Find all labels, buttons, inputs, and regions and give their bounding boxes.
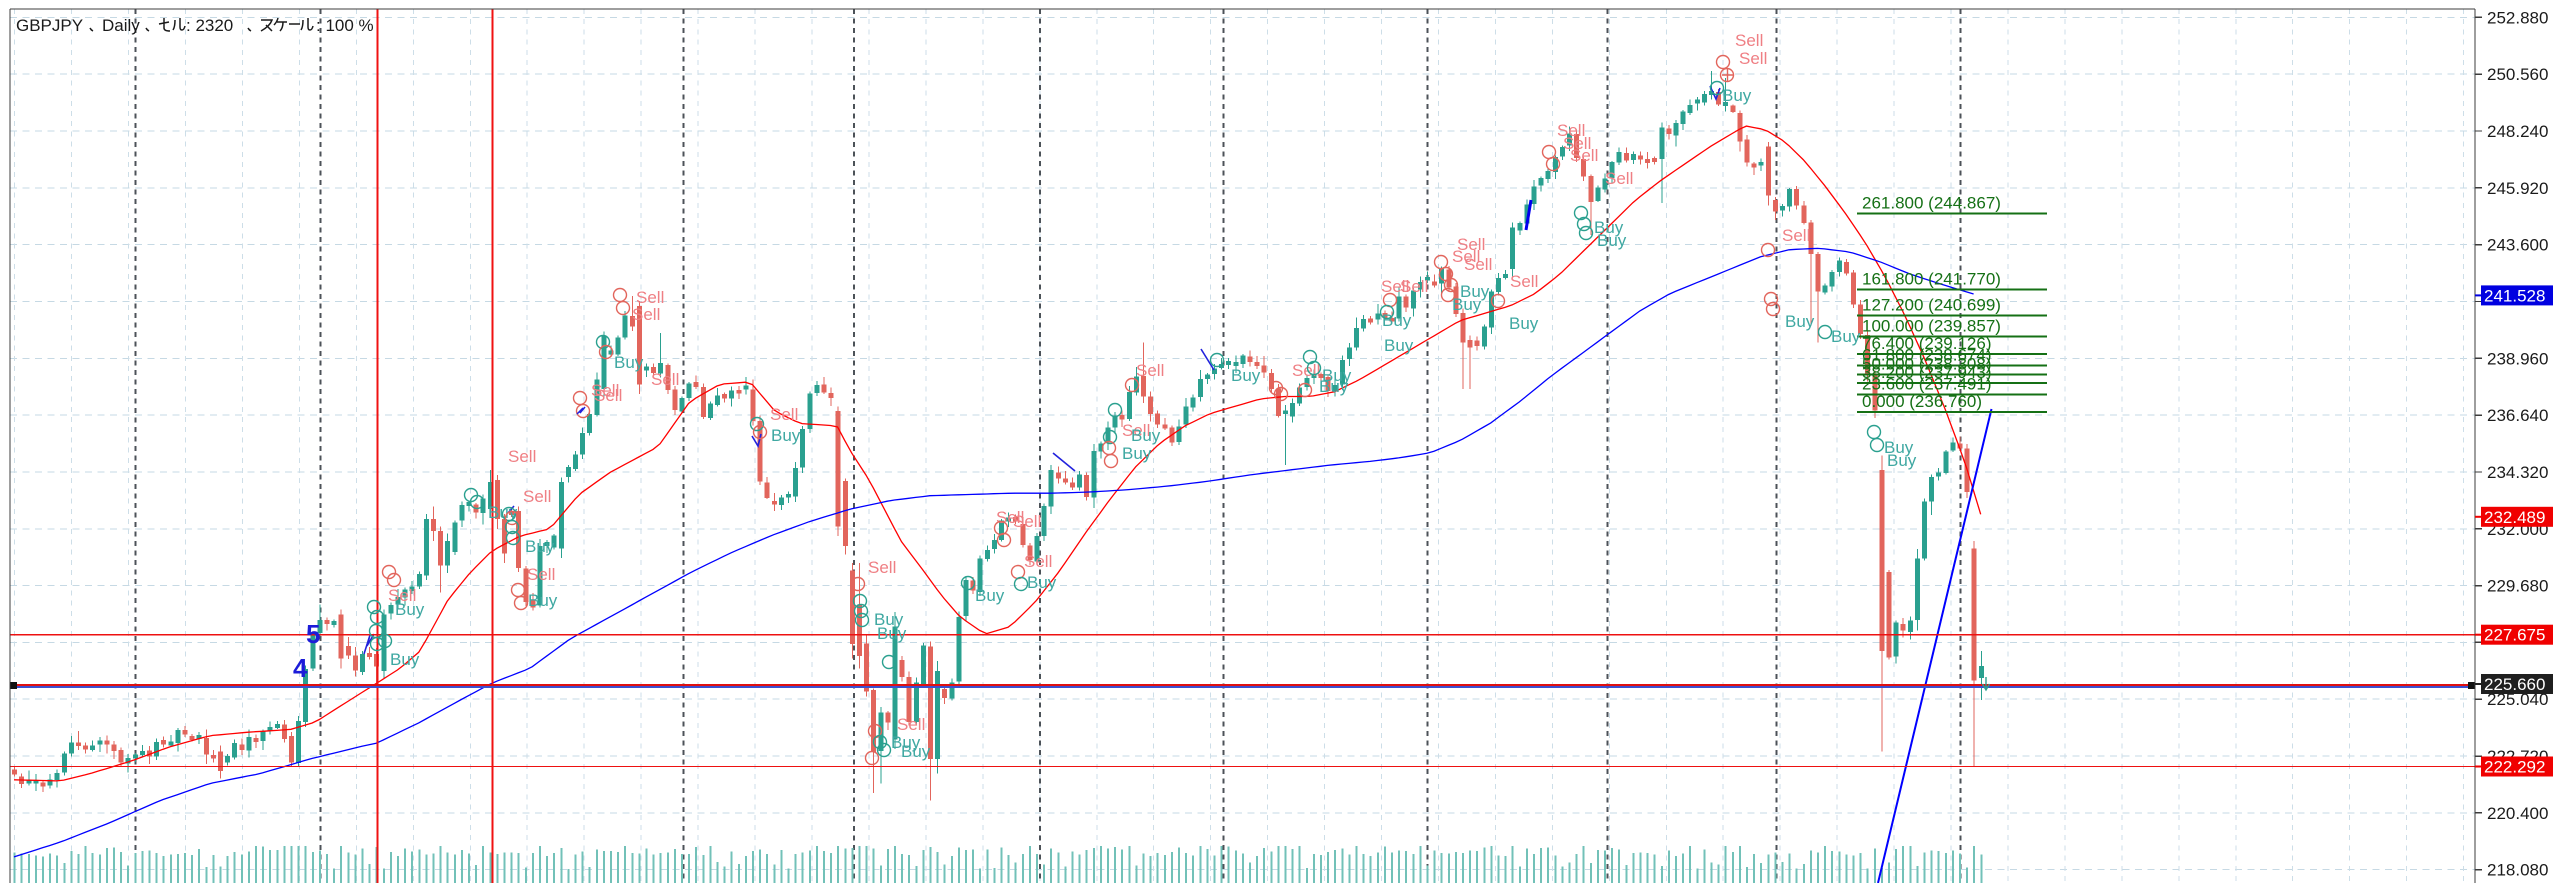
- svg-text:Sell: Sell: [1381, 277, 1409, 296]
- svg-text:Sell: Sell: [770, 405, 798, 424]
- svg-text:Sell: Sell: [1136, 361, 1164, 380]
- svg-text:Buy: Buy: [1319, 377, 1349, 396]
- svg-text:Sell: Sell: [636, 288, 664, 307]
- svg-text:261.800 (244.867): 261.800 (244.867): [1862, 194, 2001, 213]
- svg-text:0.000 (236.760): 0.000 (236.760): [1862, 392, 1982, 411]
- svg-text:220.400: 220.400: [2487, 804, 2548, 823]
- svg-text:Buy: Buy: [874, 610, 904, 629]
- svg-text:Sell: Sell: [1292, 361, 1320, 380]
- svg-text:23.600 (237.491): 23.600 (237.491): [1862, 374, 1992, 393]
- svg-text:Sell: Sell: [594, 386, 622, 405]
- svg-text:Buy: Buy: [975, 586, 1005, 605]
- svg-text:Buy: Buy: [1131, 426, 1161, 445]
- svg-text:Daily: Daily: [102, 16, 140, 35]
- svg-text:Buy: Buy: [1594, 218, 1624, 237]
- svg-text:: 2320: : 2320: [186, 16, 233, 35]
- svg-text:232.489: 232.489: [2484, 508, 2545, 527]
- svg-text:Sell: Sell: [868, 558, 896, 577]
- svg-text:GBPJPY: GBPJPY: [16, 16, 83, 35]
- svg-text:4: 4: [293, 653, 308, 683]
- svg-text:Sell: Sell: [1457, 235, 1485, 254]
- svg-text:Buy: Buy: [1027, 573, 1057, 592]
- svg-text:Buy: Buy: [395, 600, 425, 619]
- svg-text:Buy: Buy: [614, 353, 644, 372]
- svg-text:Buy: Buy: [1597, 231, 1627, 250]
- svg-text:61.800 (238.674): 61.800 (238.674): [1862, 345, 1992, 364]
- svg-text:Buy: Buy: [390, 650, 420, 669]
- svg-text:Sell: Sell: [1557, 121, 1585, 140]
- svg-text:Sell: Sell: [1570, 146, 1598, 165]
- svg-text:Buy: Buy: [1887, 451, 1917, 470]
- svg-text:Buy: Buy: [1884, 438, 1914, 457]
- svg-text:241.528: 241.528: [2484, 286, 2545, 305]
- svg-text:Sell: Sell: [651, 370, 679, 389]
- svg-text:Sell: Sell: [1024, 552, 1052, 571]
- svg-text:Buy: Buy: [901, 742, 931, 761]
- svg-text:Buy: Buy: [1382, 311, 1412, 330]
- svg-text:Buy: Buy: [1231, 366, 1261, 385]
- svg-text:Buy: Buy: [1722, 86, 1752, 105]
- svg-text:245.920: 245.920: [2487, 179, 2548, 198]
- svg-text:Sell: Sell: [523, 487, 551, 506]
- svg-text:Sell: Sell: [1735, 31, 1763, 50]
- svg-text:225.040: 225.040: [2487, 690, 2548, 709]
- svg-text:Buy: Buy: [528, 591, 558, 610]
- svg-text:229.680: 229.680: [2487, 577, 2548, 596]
- svg-text:5: 5: [306, 619, 320, 649]
- svg-text:Sell: Sell: [1464, 255, 1492, 274]
- svg-text:218.080: 218.080: [2487, 861, 2548, 880]
- svg-text:50.000 (238.308): 50.000 (238.308): [1862, 354, 1992, 373]
- svg-text:Sell: Sell: [1452, 247, 1480, 266]
- svg-text:Buy: Buy: [1322, 366, 1352, 385]
- svg-text:Sell: Sell: [508, 447, 536, 466]
- svg-text:236.640: 236.640: [2487, 406, 2548, 425]
- svg-text:Buy: Buy: [1785, 312, 1815, 331]
- svg-text:225.660: 225.660: [2484, 675, 2545, 694]
- svg-text:243.600: 243.600: [2487, 236, 2548, 255]
- svg-text:222.292: 222.292: [2484, 758, 2545, 777]
- svg-text:Sell: Sell: [1563, 134, 1591, 153]
- svg-text:100.000 (239.857): 100.000 (239.857): [1862, 316, 2001, 335]
- svg-text:Sell: Sell: [388, 586, 416, 605]
- svg-text:76.400 (239.126): 76.400 (239.126): [1862, 334, 1992, 353]
- svg-text:Buy: Buy: [1460, 282, 1490, 301]
- svg-text:Sell: Sell: [1013, 512, 1041, 531]
- svg-text:Sell: Sell: [632, 305, 660, 324]
- svg-text:238.960: 238.960: [2487, 349, 2548, 368]
- svg-text:38.200 (237.943): 38.200 (237.943): [1862, 363, 1992, 382]
- svg-text:Sell: Sell: [527, 565, 555, 584]
- svg-text:252.880: 252.880: [2487, 8, 2548, 27]
- svg-text:161.800 (241.770): 161.800 (241.770): [1862, 270, 2001, 289]
- svg-text:: 100 %: : 100 %: [316, 16, 374, 35]
- svg-text:Buy: Buy: [1509, 314, 1539, 333]
- svg-text:Buy: Buy: [877, 624, 907, 643]
- svg-text:Sell: Sell: [591, 381, 619, 400]
- svg-text:Sell: Sell: [1510, 272, 1538, 291]
- svg-text:Sell: Sell: [1605, 169, 1633, 188]
- svg-text:250.560: 250.560: [2487, 65, 2548, 84]
- svg-text:Sell: Sell: [1739, 49, 1767, 68]
- svg-text:248.240: 248.240: [2487, 122, 2548, 141]
- svg-text:Buy: Buy: [1452, 295, 1482, 314]
- svg-text:Buy: Buy: [771, 426, 801, 445]
- svg-text:127.200 (240.699): 127.200 (240.699): [1862, 296, 2001, 315]
- svg-text:234.320: 234.320: [2487, 463, 2548, 482]
- svg-text:Buy: Buy: [1831, 327, 1861, 346]
- svg-text:227.675: 227.675: [2484, 626, 2545, 645]
- svg-text:Sell: Sell: [1400, 277, 1428, 296]
- svg-text:Buy: Buy: [891, 733, 921, 752]
- svg-text:Buy: Buy: [525, 537, 555, 556]
- svg-text:Sell: Sell: [1782, 226, 1810, 245]
- svg-text:Buy: Buy: [1384, 336, 1414, 355]
- svg-text:Sell: Sell: [897, 715, 925, 734]
- svg-text:Buy: Buy: [1122, 444, 1152, 463]
- svg-text:Sell: Sell: [1122, 421, 1150, 440]
